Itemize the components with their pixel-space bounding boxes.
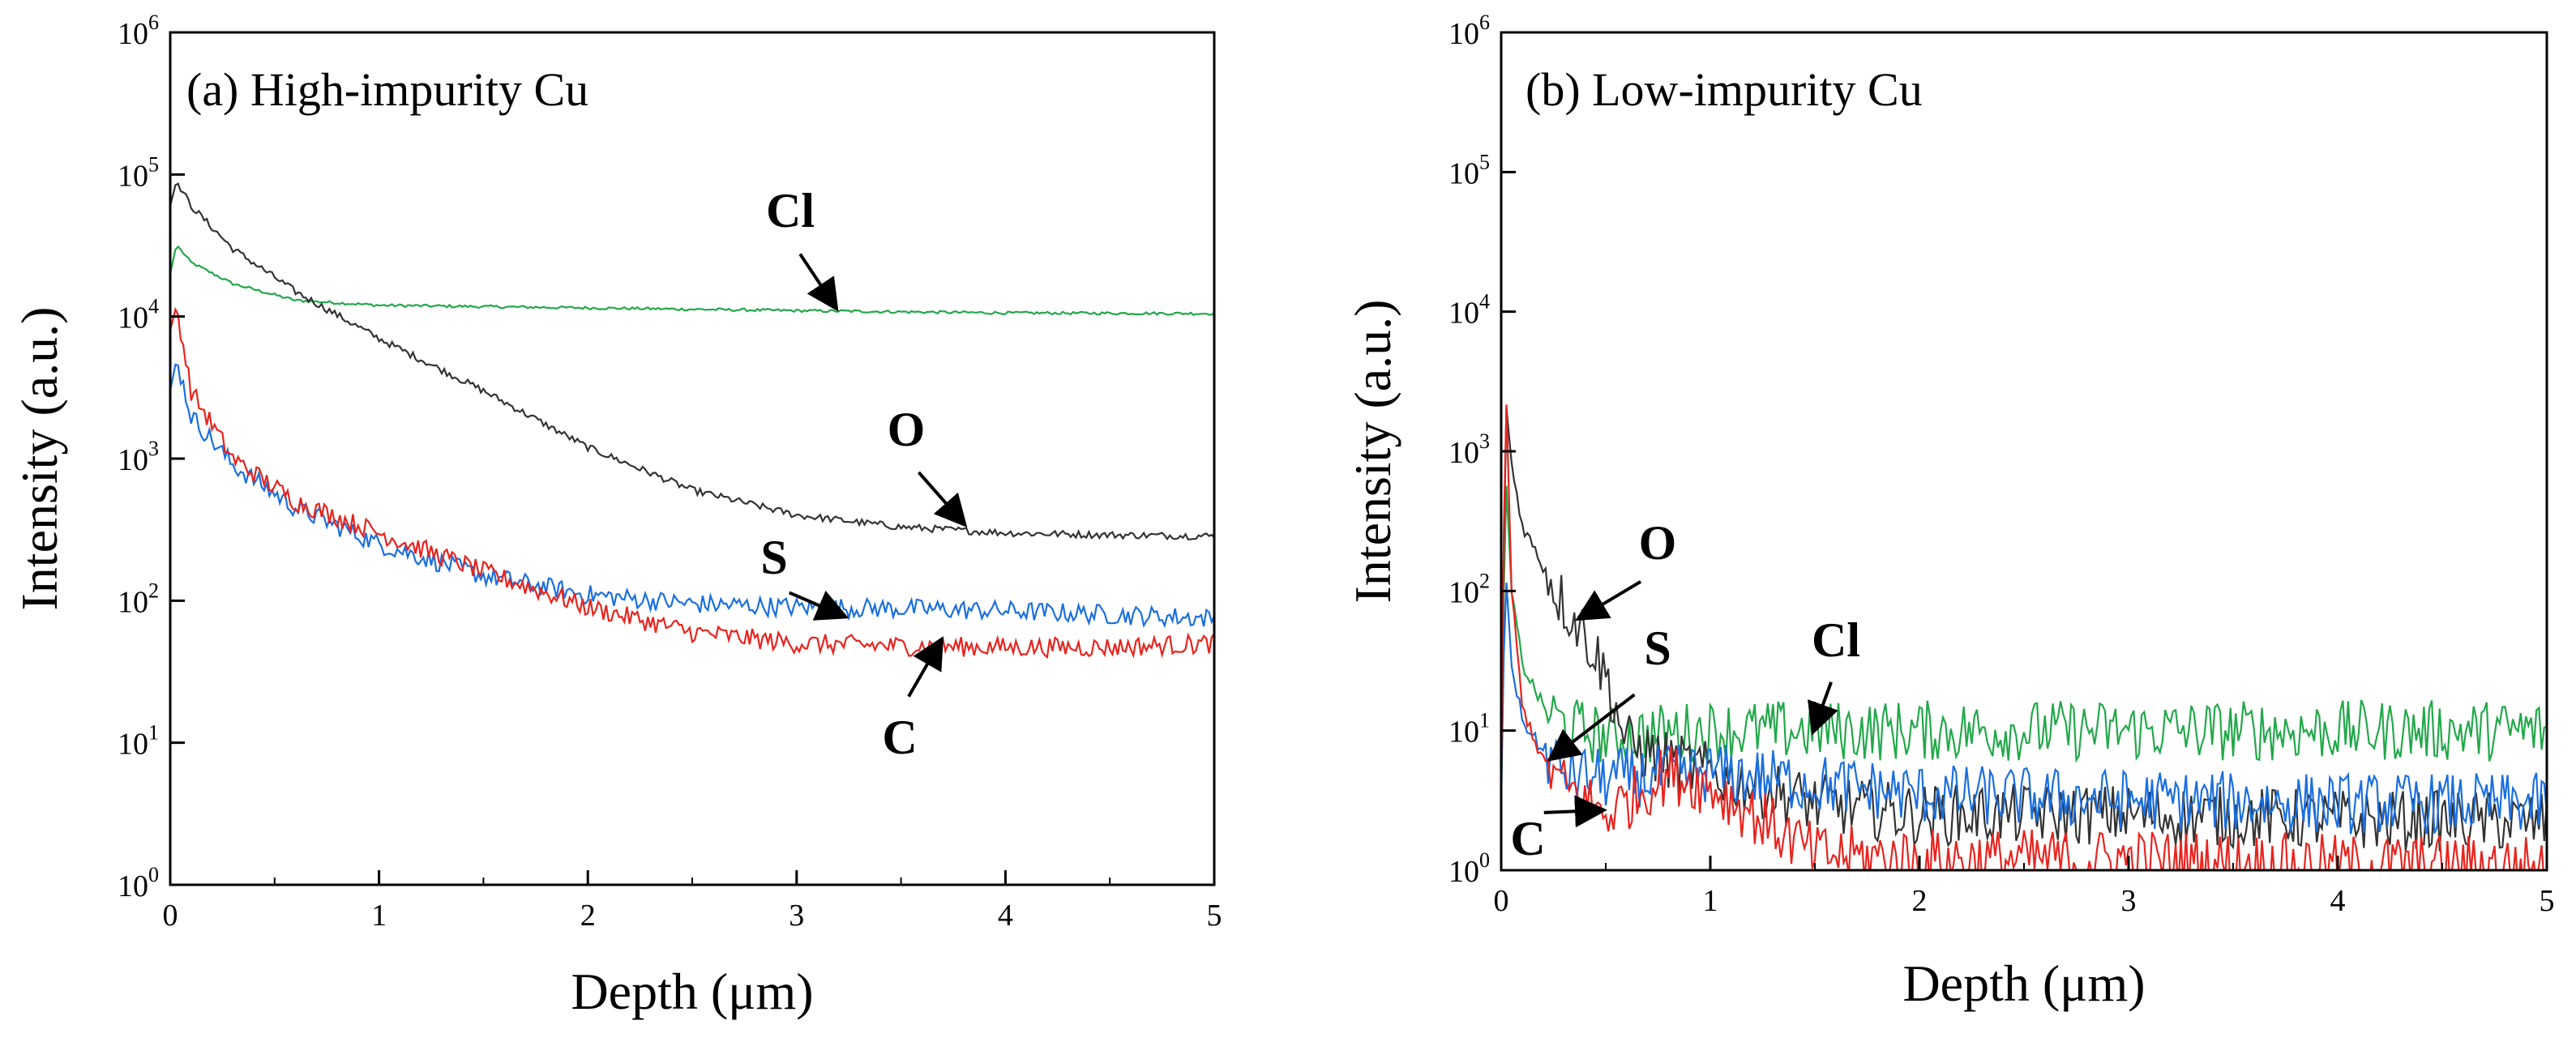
panel-b-title: (b) Low-impurity Cu [1525, 63, 1923, 116]
panel-a-annotation-c-arrow [907, 636, 944, 698]
panel-b: 0 1 2 3 4 5 100 101 102 103 104 105 106 (b) Low-impu… [1344, 11, 2555, 1012]
panel-a-x-tick-label: 5 [1207, 899, 1222, 933]
panel-b-series-cl-line [1501, 485, 2547, 804]
panel-a-ylabel: Intensity (a.u.) [11, 307, 68, 611]
panel-a-y-tick-label: 103 [118, 437, 159, 477]
panel-b-annotation-s-arrow [1547, 693, 1636, 762]
panel-a-x-tick-label: 3 [789, 899, 804, 933]
panel-b-annotations: OS Cl C [1510, 516, 1860, 865]
panel-b-ylabel: Intensity (a.u.) [1344, 300, 1401, 604]
panel-a-series-s-line [170, 363, 1214, 629]
panel-a-annotation-o-arrow [917, 471, 968, 528]
panel-b-annotation-cl-arrow [1808, 681, 1838, 736]
panel-b-annotation-s: S [1644, 621, 1671, 675]
panel-a-x-tick-label: 2 [580, 899, 596, 933]
panel-a-annotation-s: S [760, 531, 787, 584]
panel-a-annotation-c: C [882, 711, 917, 764]
panel-a-xlabel: Depth (μm) [571, 963, 813, 1020]
panel-a-y-tick-label: 105 [118, 152, 159, 193]
panel-b-y-tick-label: 103 [1448, 429, 1490, 470]
panel-a-y-tick-label: 102 [118, 579, 159, 619]
panel-a-y-tick-label: 100 [118, 863, 159, 903]
panel-b-x-tick-label: 2 [1912, 884, 1928, 918]
panel-a-y-tick-label: 101 [118, 721, 159, 762]
panel-b-x-tick-label: 4 [2330, 884, 2346, 918]
panel-a-ticks: 0 1 2 3 4 5 100 101 102 103 104 105 106 [118, 11, 1222, 933]
panel-a-annotations: Cl O S C [760, 184, 968, 764]
panel-b-annotation-o: O [1639, 516, 1677, 570]
panel-b-x-tick-label: 0 [1494, 884, 1509, 918]
panel-a-x-tick-label: 4 [998, 899, 1013, 933]
panel-a-annotation-cl-arrow [798, 253, 839, 312]
panel-b-annotation-c: C [1510, 812, 1545, 865]
panel-b-annotation-c-arrow [1543, 795, 1607, 828]
panel-b-annotation-cl: Cl [1812, 613, 1860, 667]
panel-b-y-tick-label: 102 [1448, 569, 1490, 609]
panel-a-series-cl-line [170, 245, 1214, 316]
panel-a-x-tick-label: 1 [371, 899, 387, 933]
panel-b-y-tick-label: 104 [1448, 290, 1490, 331]
panel-b-ticks: 0 1 2 3 4 5 100 101 102 103 104 105 106 [1448, 11, 2555, 918]
panel-a-annotation-cl: Cl [766, 184, 815, 237]
panel-b-x-tick-label: 1 [1703, 884, 1718, 918]
panel-a-x-tick-label: 0 [163, 899, 178, 933]
panel-b-y-tick-label: 101 [1448, 709, 1490, 749]
panel-a-y-tick-label: 104 [118, 295, 159, 335]
panel-b-x-tick-label: 5 [2540, 884, 2555, 918]
panel-a-series-layer [170, 182, 1214, 660]
panel-a-frame [169, 31, 1216, 886]
panel-b-xlabel: Depth (μm) [1902, 954, 2145, 1012]
panel-a-series-o-line [170, 182, 1214, 540]
panel-a-annotation-s-arrow [788, 590, 849, 621]
panel-a: 0 1 2 3 4 5 100 101 102 103 104 105 106 (a) High-imp… [11, 11, 1222, 1020]
panel-b-y-tick-label: 106 [1448, 11, 1490, 51]
panel-a-series-c-line [170, 306, 1214, 660]
panel-b-x-tick-label: 3 [2121, 884, 2137, 918]
panel-a-annotation-o: O [888, 403, 926, 456]
panel-a-y-tick-label: 106 [118, 11, 159, 51]
panel-b-y-tick-label: 105 [1448, 150, 1490, 190]
panel-b-y-tick-label: 100 [1448, 848, 1490, 889]
panel-a-title: (a) High-impurity Cu [186, 63, 588, 116]
panel-b-annotation-o-arrow [1575, 580, 1642, 621]
